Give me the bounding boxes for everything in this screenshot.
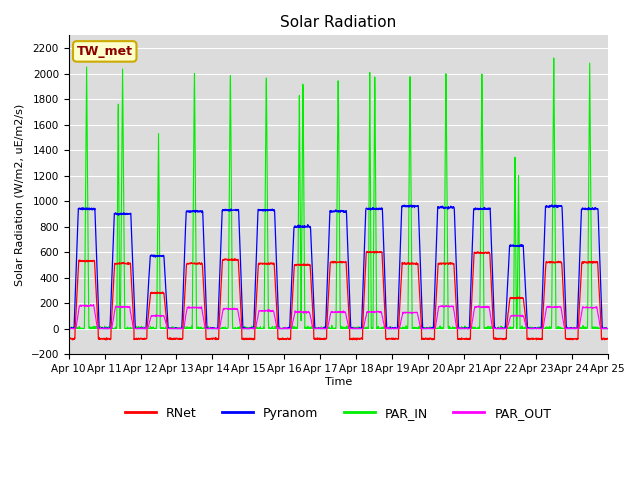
PAR_OUT (65, 326, 72, 332)
PAR_OUT (365, 309, 373, 315)
Pyranom (548, 202, 556, 208)
Legend: RNet, Pyranom, PAR_IN, PAR_OUT: RNet, Pyranom, PAR_IN, PAR_OUT (120, 402, 556, 425)
PAR_OUT (556, 304, 564, 310)
Text: TW_met: TW_met (77, 45, 132, 58)
RNet (367, 249, 374, 254)
RNet (354, 336, 362, 342)
Pyranom (604, 326, 612, 332)
Title: Solar Radiation: Solar Radiation (280, 15, 396, 30)
Pyranom (65, 326, 72, 332)
Pyranom (365, 206, 373, 212)
Line: RNet: RNet (68, 252, 608, 340)
Pyranom (215, 294, 223, 300)
RNet (365, 250, 373, 255)
PAR_OUT (216, 325, 223, 331)
PAR_IN (604, 326, 612, 332)
PAR_OUT (87, 301, 95, 307)
RNet (102, 337, 109, 343)
Pyranom (572, 326, 579, 332)
Line: Pyranom: Pyranom (68, 205, 608, 329)
PAR_IN (354, 324, 362, 330)
PAR_OUT (495, 326, 502, 332)
Pyranom (556, 203, 564, 209)
Pyranom (354, 326, 362, 332)
PAR_IN (66, 326, 74, 332)
PAR_IN (365, 117, 373, 123)
PAR_OUT (572, 325, 579, 331)
PAR_OUT (604, 325, 612, 331)
PAR_IN (216, 325, 223, 331)
RNet (557, 259, 564, 264)
PAR_OUT (354, 326, 362, 332)
PAR_IN (495, 326, 502, 332)
RNet (216, 319, 223, 325)
RNet (572, 336, 579, 342)
RNet (604, 336, 612, 341)
PAR_IN (557, 324, 564, 330)
Pyranom (495, 325, 502, 331)
RNet (65, 336, 72, 341)
RNet (495, 336, 503, 341)
PAR_IN (65, 324, 72, 330)
Line: PAR_IN: PAR_IN (68, 58, 608, 329)
X-axis label: Time: Time (324, 377, 352, 386)
PAR_IN (550, 55, 557, 61)
PAR_IN (572, 325, 579, 331)
Line: PAR_OUT: PAR_OUT (68, 304, 608, 329)
Y-axis label: Solar Radiation (W/m2, uE/m2/s): Solar Radiation (W/m2, uE/m2/s) (15, 104, 25, 286)
